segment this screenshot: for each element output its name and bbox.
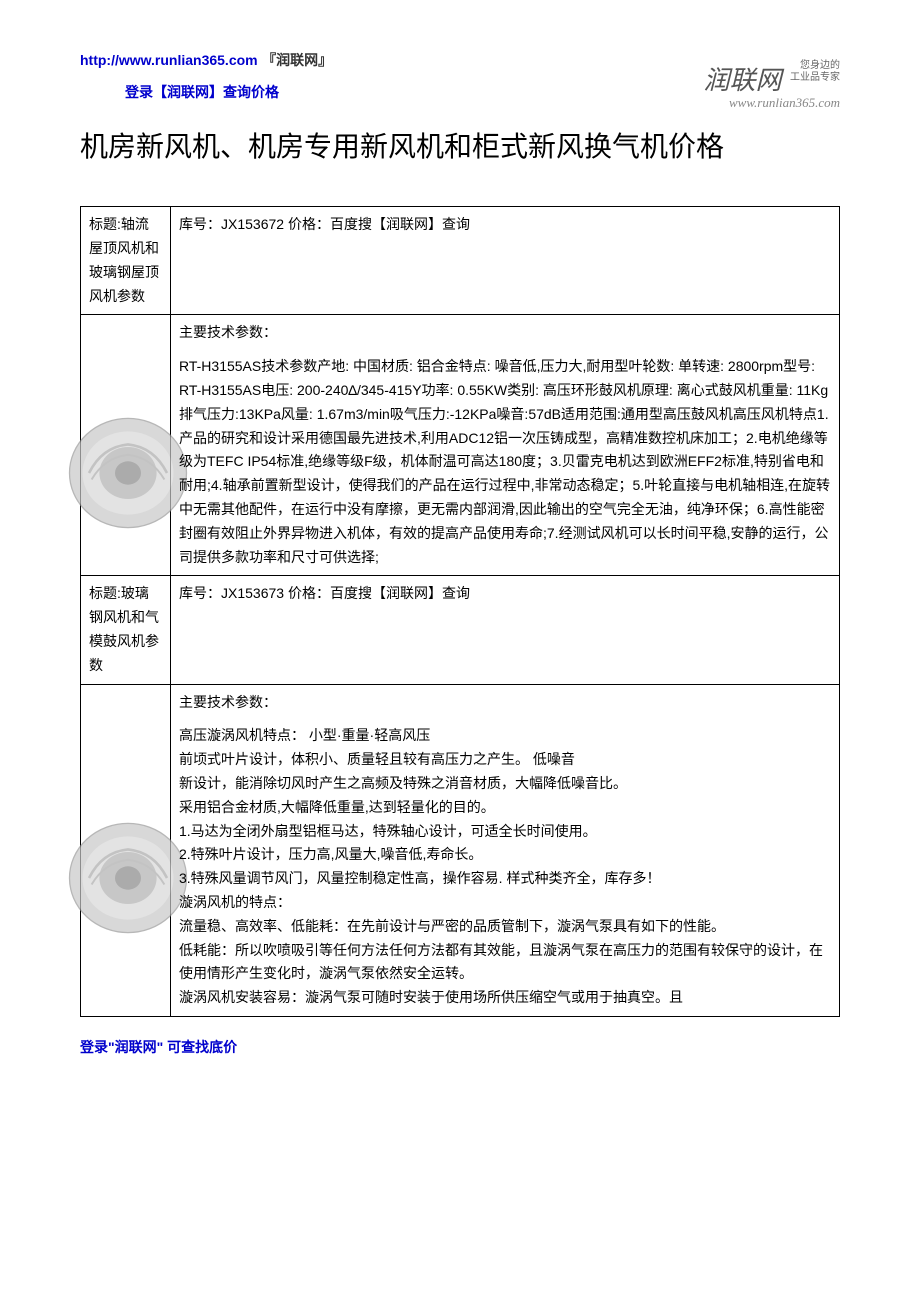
site-url-link[interactable]: http://www.runlian365.com bbox=[80, 52, 258, 68]
product-image-icon bbox=[63, 808, 193, 948]
row-code-cell: 库号：JX153672 价格：百度搜【润联网】查询 bbox=[171, 207, 840, 315]
logo-url: www.runlian365.com bbox=[704, 95, 840, 111]
logo-text: 润联网 bbox=[704, 60, 782, 97]
detail-heading: 主要技术参数： bbox=[179, 321, 831, 345]
product-image-icon bbox=[63, 403, 193, 543]
table-row: 主要技术参数： 高压漩涡风机特点： 小型·重量·轻高风压 前顷式叶片设计，体积小… bbox=[81, 684, 840, 1016]
detail-body: 高压漩涡风机特点： 小型·重量·轻高风压 前顷式叶片设计，体积小、质量轻且较有高… bbox=[179, 724, 831, 1010]
site-brand: 『润联网』 bbox=[262, 52, 332, 68]
detail-heading: 主要技术参数： bbox=[179, 691, 831, 715]
logo-slogan: 您身边的工业品专家 bbox=[790, 60, 840, 84]
logo-area: 润联网 您身边的工业品专家 www.runlian365.com bbox=[704, 60, 840, 111]
table-row: 标题:轴流屋顶风机和玻璃钢屋顶风机参数 库号：JX153672 价格：百度搜【润… bbox=[81, 207, 840, 315]
footer-link[interactable]: 登录"润联网" 可查找底价 bbox=[80, 1037, 840, 1057]
detail-body: RT-H3155AS技术参数产地: 中国材质: 铝合金特点: 噪音低,压力大,耐… bbox=[179, 355, 831, 569]
row-title-cell: 标题:玻璃钢风机和气模鼓风机参数 bbox=[81, 576, 171, 684]
page-title: 机房新风机、机房专用新风机和柜式新风换气机价格 bbox=[80, 127, 840, 166]
row-detail-cell: 主要技术参数： 高压漩涡风机特点： 小型·重量·轻高风压 前顷式叶片设计，体积小… bbox=[171, 684, 840, 1016]
row-detail-cell: 主要技术参数： RT-H3155AS技术参数产地: 中国材质: 铝合金特点: 噪… bbox=[171, 315, 840, 576]
product-table: 标题:轴流屋顶风机和玻璃钢屋顶风机参数 库号：JX153672 价格：百度搜【润… bbox=[80, 206, 840, 1017]
row-title-cell: 标题:轴流屋顶风机和玻璃钢屋顶风机参数 bbox=[81, 207, 171, 315]
table-row: 标题:玻璃钢风机和气模鼓风机参数 库号：JX153673 价格：百度搜【润联网】… bbox=[81, 576, 840, 684]
row-code-cell: 库号：JX153673 价格：百度搜【润联网】查询 bbox=[171, 576, 840, 684]
table-row: 主要技术参数： RT-H3155AS技术参数产地: 中国材质: 铝合金特点: 噪… bbox=[81, 315, 840, 576]
